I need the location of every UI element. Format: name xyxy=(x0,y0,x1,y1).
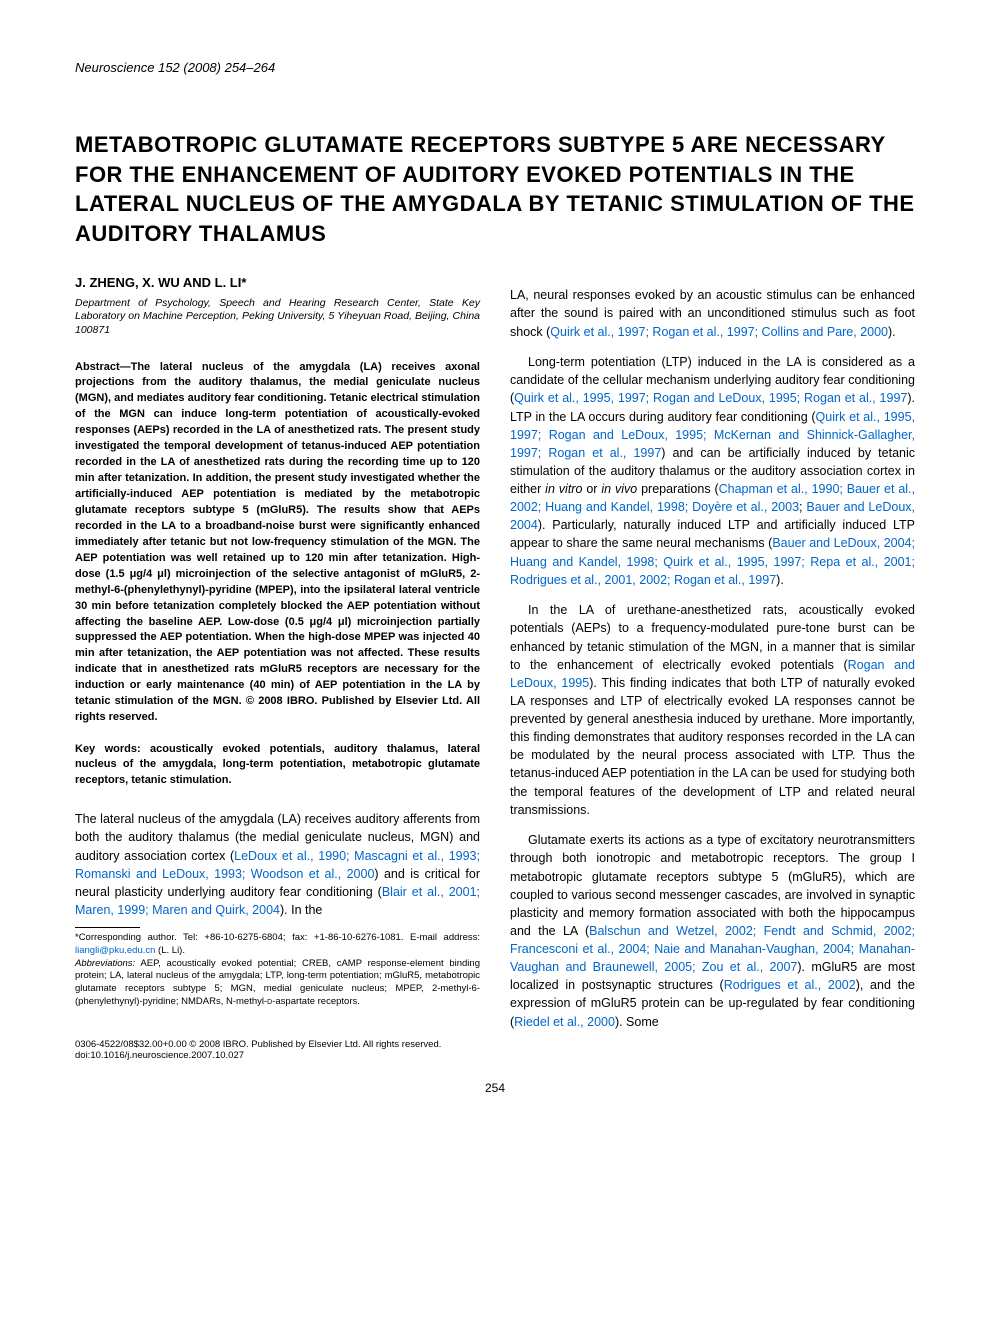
doi-line: doi:10.1016/j.neuroscience.2007.10.027 xyxy=(75,1050,915,1061)
page-container: Neuroscience 152 (2008) 254–264 METABOTR… xyxy=(0,0,990,1135)
journal-header: Neuroscience 152 (2008) 254–264 xyxy=(75,60,915,75)
abbreviations-footnote: Abbreviations: AEP, acoustically evoked … xyxy=(75,958,480,1009)
footnote-text: (L. Li). xyxy=(155,945,185,956)
keywords: Key words: acoustically evoked potential… xyxy=(75,742,480,788)
reference-link[interactable]: Quirk et al., 1997; Rogan et al., 1997; … xyxy=(550,325,888,339)
italic-text: in vitro xyxy=(545,482,582,496)
right-column: LA, neural responses evoked by an acoust… xyxy=(510,274,915,1031)
email-link[interactable]: liangli@pku.edu.cn xyxy=(75,945,155,956)
body-paragraph: In the LA of urethane-anesthetized rats,… xyxy=(510,601,915,819)
body-text: ). This finding indicates that both LTP … xyxy=(510,676,915,817)
body-text: ). In the xyxy=(280,903,322,917)
body-text: ). xyxy=(888,325,896,339)
body-paragraph: Glutamate exerts its actions as a type o… xyxy=(510,831,915,1030)
body-paragraph: The lateral nucleus of the amygdala (LA)… xyxy=(75,810,480,919)
footnote-text: -aspartate receptors. xyxy=(272,996,360,1007)
footnote-separator xyxy=(75,927,140,928)
authors: J. ZHENG, X. WU AND L. LI* xyxy=(75,274,480,293)
article-title: METABOTROPIC GLUTAMATE RECEPTORS SUBTYPE… xyxy=(75,130,915,249)
body-paragraph: LA, neural responses evoked by an acoust… xyxy=(510,286,915,340)
corresponding-author-footnote: *Corresponding author. Tel: +86-10-6275-… xyxy=(75,932,480,958)
body-paragraph: Long-term potentiation (LTP) induced in … xyxy=(510,353,915,589)
reference-link[interactable]: Rodrigues et al., 2002 xyxy=(724,978,856,992)
footnote-label: Abbreviations: xyxy=(75,958,135,969)
reference-link[interactable]: Quirk et al., 1995, 1997; Rogan and LeDo… xyxy=(514,391,907,405)
abstract: Abstract—The lateral nucleus of the amyg… xyxy=(75,360,480,727)
body-text: or xyxy=(582,482,601,496)
two-column-layout: J. ZHENG, X. WU AND L. LI* Department of… xyxy=(75,274,915,1031)
body-text: preparations ( xyxy=(637,482,718,496)
footnote-text: *Corresponding author. Tel: +86-10-6275-… xyxy=(75,932,480,943)
left-column: J. ZHENG, X. WU AND L. LI* Department of… xyxy=(75,274,480,1031)
affiliation: Department of Psychology, Speech and Hea… xyxy=(75,297,480,338)
copyright-line: 0306-4522/08$32.00+0.00 © 2008 IBRO. Pub… xyxy=(75,1039,915,1050)
body-text: ). Some xyxy=(615,1015,659,1029)
body-text: Glutamate exerts its actions as a type o… xyxy=(510,833,915,938)
page-number: 254 xyxy=(75,1081,915,1095)
italic-text: in vivo xyxy=(601,482,637,496)
reference-link[interactable]: Riedel et al., 2000 xyxy=(514,1015,615,1029)
body-text: ). xyxy=(776,573,784,587)
